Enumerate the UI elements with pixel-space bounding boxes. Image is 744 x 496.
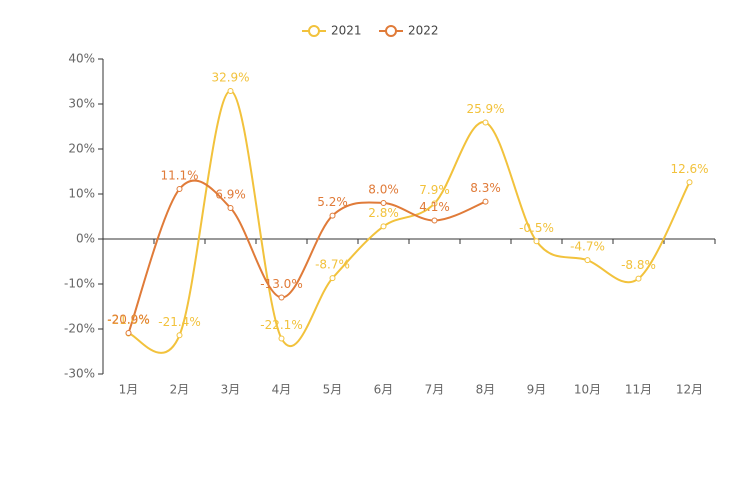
data-label: -8.8% — [621, 258, 656, 272]
data-label: 4.1% — [419, 200, 450, 214]
data-label: -22.1% — [260, 318, 302, 332]
series-line — [128, 89, 691, 354]
y-tick-label: -10% — [64, 277, 95, 291]
point — [125, 330, 132, 337]
point — [431, 200, 438, 207]
point — [329, 275, 336, 282]
point — [176, 186, 183, 193]
data-label: 12.6% — [670, 162, 708, 176]
x-tick-label: 11月 — [625, 383, 652, 397]
y-tick-label: 0% — [76, 232, 95, 246]
x-tick-label: 6月 — [374, 383, 394, 397]
data-label: 2.8% — [368, 206, 399, 220]
point — [431, 217, 438, 224]
data-label: -8.7% — [315, 258, 350, 272]
x-tick-label: 10月 — [574, 383, 601, 397]
x-tick-label: 4月 — [272, 383, 292, 397]
point — [635, 275, 642, 282]
point — [380, 200, 387, 206]
point — [329, 212, 336, 219]
point — [227, 204, 234, 211]
point — [227, 87, 234, 94]
data-label: 32.9% — [211, 70, 249, 84]
legend-marker — [385, 25, 397, 37]
y-tick-label: 20% — [68, 142, 95, 156]
point — [584, 257, 591, 264]
point — [533, 238, 540, 245]
x-tick-label: 8月 — [476, 383, 496, 397]
point — [686, 179, 693, 186]
legend-label: 2021 — [331, 24, 362, 38]
data-label: -4.7% — [570, 240, 605, 254]
x-tick-label: 7月 — [425, 383, 445, 397]
data-label: 5.2% — [317, 195, 348, 209]
data-label: -0.5% — [519, 221, 554, 235]
x-tick-label: 5月 — [323, 383, 343, 397]
legend-label: 2022 — [408, 24, 439, 38]
x-tick-label: 12月 — [676, 383, 703, 397]
legend-marker — [308, 25, 320, 37]
point — [380, 223, 387, 230]
x-tick-label: 2月 — [170, 383, 190, 397]
point — [482, 119, 489, 126]
data-label: 8.3% — [470, 181, 501, 195]
y-tick-label: 10% — [68, 187, 95, 201]
point — [176, 332, 183, 339]
point — [482, 198, 489, 205]
y-tick-label: -30% — [64, 367, 95, 381]
data-label: -20.9% — [107, 313, 149, 327]
data-label: 7.9% — [419, 183, 450, 197]
x-tick-label: 1月 — [119, 383, 139, 397]
y-tick-label: -20% — [64, 322, 95, 336]
data-label: -21.4% — [158, 315, 200, 329]
point — [278, 294, 285, 301]
y-tick-label: 40% — [68, 52, 95, 66]
y-tick-label: 30% — [68, 97, 95, 111]
data-label: -13.0% — [260, 277, 302, 291]
data-label: 6.9% — [215, 187, 246, 201]
data-label: 8.0% — [368, 183, 399, 197]
x-tick-label: 3月 — [221, 383, 241, 397]
x-tick-label: 9月 — [527, 383, 547, 397]
data-label: 11.1% — [160, 169, 198, 183]
data-label: 25.9% — [466, 102, 504, 116]
point — [278, 335, 285, 342]
data-label: -21.0% — [107, 313, 149, 327]
